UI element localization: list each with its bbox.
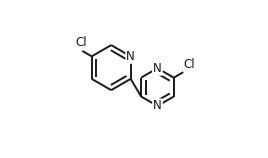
Text: N: N bbox=[153, 99, 162, 112]
Text: N: N bbox=[126, 50, 135, 63]
Text: Cl: Cl bbox=[184, 58, 195, 71]
Text: Cl: Cl bbox=[76, 36, 87, 49]
Text: N: N bbox=[153, 62, 162, 75]
